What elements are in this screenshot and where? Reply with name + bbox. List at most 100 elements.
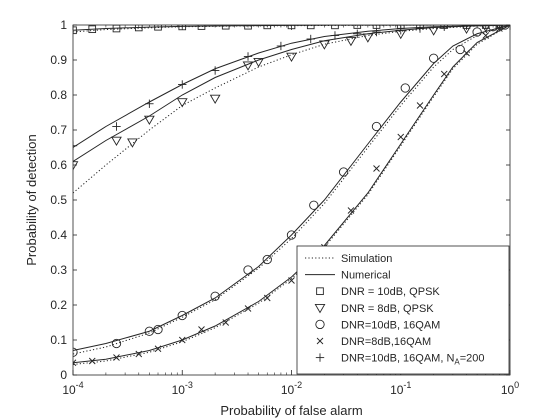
marker-triangle-down bbox=[314, 303, 326, 314]
marker-triangle-down bbox=[318, 40, 330, 50]
marker-x bbox=[135, 350, 143, 358]
y-tick-label: 0.7 bbox=[50, 123, 67, 137]
y-tick-label: 0.3 bbox=[50, 263, 67, 277]
marker-x bbox=[198, 326, 205, 333]
marker-circle bbox=[500, 25, 510, 30]
marker-triangle-down bbox=[481, 25, 490, 33]
marker-x-stroke bbox=[73, 359, 77, 364]
marker-x bbox=[88, 357, 96, 365]
marker-plus bbox=[440, 25, 449, 31]
marker-x-stroke bbox=[416, 102, 424, 109]
marker-plus bbox=[276, 41, 286, 51]
x-tick-label: 10-2 bbox=[281, 380, 302, 397]
marker-plus bbox=[330, 31, 340, 40]
marker-plus bbox=[243, 52, 253, 61]
marker-x bbox=[440, 70, 448, 78]
marker-plus bbox=[73, 141, 78, 150]
marker-x bbox=[113, 354, 120, 361]
x-tick-label: 10-4 bbox=[62, 380, 83, 397]
x-tick-label: 10-3 bbox=[172, 380, 193, 397]
marker-circle bbox=[262, 254, 272, 265]
y-tick-label: 0.2 bbox=[50, 298, 67, 312]
legend-label: DNR=8dB,16QAM bbox=[341, 336, 431, 348]
marker-circle bbox=[428, 53, 439, 63]
marker-x-stroke bbox=[178, 336, 186, 344]
marker-x bbox=[154, 345, 162, 353]
x-tick-label: 10-1 bbox=[390, 380, 411, 397]
marker-circle bbox=[286, 230, 297, 240]
legend-label: DNR = 10dB, QPSK bbox=[341, 286, 440, 298]
marker-x bbox=[482, 32, 490, 39]
marker-circle bbox=[472, 27, 482, 37]
x-tick-label: 100 bbox=[501, 380, 519, 397]
marker-x bbox=[263, 294, 271, 302]
marker-plus bbox=[145, 99, 154, 108]
y-axis-label: Probability of detection bbox=[24, 134, 39, 266]
markers-plus bbox=[73, 25, 504, 150]
legend-label: DNR=10dB, 16QAM, NA=200 bbox=[341, 353, 485, 367]
legend-label: Numerical bbox=[341, 270, 391, 282]
marker-square bbox=[73, 26, 77, 35]
marker-circle bbox=[371, 121, 382, 132]
marker-triangle-down bbox=[143, 115, 155, 126]
marker-triangle-down bbox=[345, 36, 357, 47]
marker-x-stroke bbox=[154, 345, 162, 353]
y-tick-label: 0.8 bbox=[50, 88, 67, 102]
marker-circle bbox=[309, 200, 319, 210]
axis-ticks: 0 0.1 0.2 0.3 0.4 0.5 0.6 0.7 0.8 0.9 1 10-4 10-3 10-… bbox=[50, 18, 519, 397]
marker-x bbox=[416, 102, 424, 109]
marker-square bbox=[244, 25, 252, 30]
marker-circle bbox=[177, 310, 187, 321]
marker-x-stroke bbox=[440, 70, 448, 78]
marker-plus bbox=[112, 122, 121, 131]
marker-x-stroke bbox=[347, 207, 355, 214]
y-tick-label: 0.6 bbox=[50, 158, 67, 172]
marker-triangle-down bbox=[242, 61, 254, 71]
marker-triangle-down bbox=[127, 138, 138, 148]
marker-circle bbox=[144, 326, 155, 336]
marker-triangle-down bbox=[111, 136, 122, 147]
marker-circle bbox=[153, 324, 163, 335]
marker-x-stroke bbox=[73, 362, 77, 367]
marker-circle bbox=[400, 83, 410, 93]
marker-square bbox=[154, 25, 162, 31]
marker-x bbox=[222, 319, 230, 326]
y-tick-label: 0.9 bbox=[50, 53, 67, 67]
marker-triangle-down bbox=[209, 94, 221, 105]
marker-x bbox=[463, 49, 470, 57]
simulation-line-circle bbox=[73, 25, 510, 355]
marker-x bbox=[397, 133, 405, 141]
marker-x-stroke bbox=[463, 49, 470, 57]
marker-x-stroke bbox=[373, 165, 380, 172]
marker-square bbox=[316, 287, 324, 296]
numerical-line-circle bbox=[73, 25, 510, 351]
marker-plus bbox=[210, 66, 220, 75]
marker-x-stroke bbox=[397, 133, 405, 141]
marker-x bbox=[373, 165, 380, 172]
marker-x bbox=[244, 305, 252, 312]
marker-triangle-down bbox=[176, 98, 188, 108]
marker-triangle-down bbox=[362, 33, 374, 43]
marker-x-stroke bbox=[482, 32, 490, 39]
marker-x-stroke bbox=[113, 354, 120, 361]
marker-x-stroke bbox=[198, 326, 205, 333]
marker-circle bbox=[111, 338, 122, 349]
marker-plus bbox=[178, 80, 187, 89]
marker-x-stroke bbox=[135, 350, 143, 358]
marker-x-stroke bbox=[88, 357, 96, 365]
marker-x bbox=[347, 207, 355, 214]
y-tick-label: 0.5 bbox=[50, 193, 67, 207]
legend-label: DNR = 8dB, QPSK bbox=[341, 303, 434, 315]
marker-x-stroke bbox=[263, 294, 271, 302]
marker-square bbox=[134, 25, 143, 32]
marker-x-stroke bbox=[288, 277, 295, 284]
marker-x-stroke bbox=[244, 305, 252, 312]
x-axis-label: Probability of false alarm bbox=[220, 403, 362, 418]
marker-plus bbox=[306, 34, 315, 44]
marker-plus bbox=[372, 27, 381, 37]
marker-plus bbox=[415, 25, 425, 33]
marker-plus bbox=[481, 25, 490, 30]
legend-label: DNR=10dB, 16QAM bbox=[341, 319, 440, 331]
marker-plus bbox=[315, 353, 325, 362]
y-tick-label: 0.4 bbox=[50, 228, 67, 242]
